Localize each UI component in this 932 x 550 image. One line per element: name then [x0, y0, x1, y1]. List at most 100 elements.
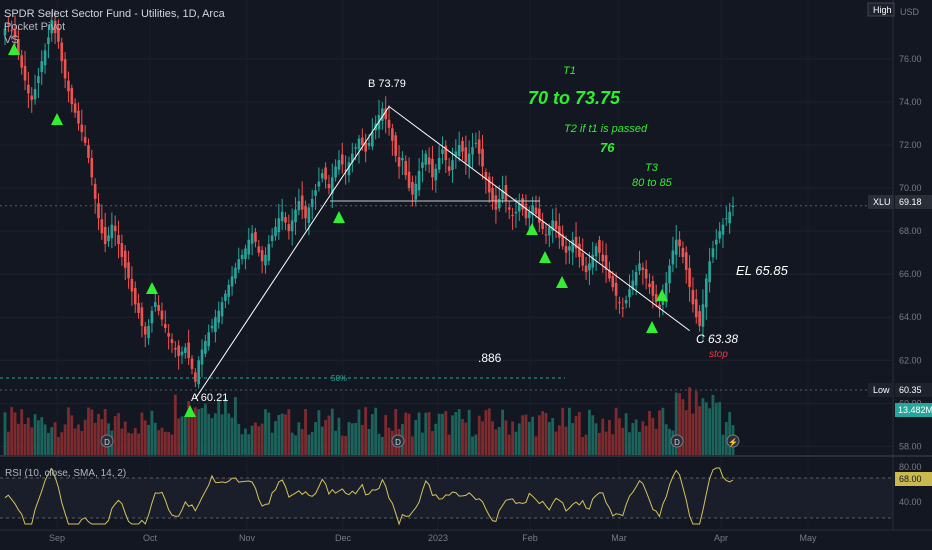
candle-body	[117, 235, 120, 245]
candle-body	[27, 84, 30, 94]
candle-body	[67, 80, 70, 92]
volume-bar	[447, 434, 451, 455]
candle-body	[548, 226, 551, 236]
rsi-band	[0, 478, 893, 518]
candle-body	[681, 247, 685, 257]
candle-body	[40, 61, 44, 73]
candle-body	[704, 278, 708, 308]
volume-bar	[631, 422, 635, 455]
candle-body	[648, 283, 651, 288]
time-axis[interactable]: Sep Oct Nov Dec 2023 Feb Mar Apr May	[49, 533, 817, 543]
volume-bar	[324, 419, 327, 455]
volume-bar	[304, 409, 307, 455]
volume-bar	[517, 423, 521, 455]
candle-body	[371, 132, 374, 147]
volume-bar	[227, 413, 231, 455]
candle-body	[598, 240, 601, 253]
volume-bar	[457, 409, 461, 455]
volume-bar	[641, 421, 645, 455]
candle-body	[514, 211, 518, 214]
volume-bar	[584, 434, 588, 455]
pocket-pivot-markers: D D D ⚡	[8, 43, 740, 448]
symbol-title[interactable]: SPDR Select Sector Fund - Utilities, 1D,…	[4, 8, 225, 20]
candle-body	[628, 289, 631, 298]
candle-body	[17, 39, 20, 55]
candle-body	[23, 65, 27, 81]
volume-bar	[691, 413, 695, 455]
volume-bar	[10, 407, 14, 455]
candle-body	[394, 135, 398, 156]
volume-bar	[357, 409, 361, 455]
volume-bar	[567, 407, 571, 455]
candle-body	[304, 205, 307, 219]
pocket-pivot-marker	[184, 405, 196, 417]
volume-bar	[287, 409, 291, 455]
pocket-pivot-marker	[8, 43, 20, 55]
volume-bar	[477, 415, 481, 455]
volume-bar	[173, 394, 177, 455]
label-b: B 73.79	[368, 78, 406, 90]
volume-bar	[57, 436, 60, 455]
candle-body	[474, 142, 478, 144]
indicator-vs[interactable]: VS	[4, 34, 19, 46]
candle-body	[421, 162, 424, 168]
candle-body	[544, 234, 548, 236]
volume-bar	[270, 432, 274, 455]
time-tick-label: 2023	[428, 533, 448, 543]
volume-bar	[444, 411, 448, 455]
candle-body	[527, 211, 531, 218]
volume-bar	[514, 431, 518, 455]
volume-bar	[180, 416, 184, 455]
candle-body	[70, 87, 74, 105]
volume-bar	[511, 421, 514, 455]
candle-body	[7, 23, 10, 25]
volume-bar	[310, 432, 314, 455]
candle-body	[277, 218, 281, 233]
volume-bar	[434, 423, 438, 455]
volume-bar	[611, 434, 615, 455]
volume-bar	[297, 422, 301, 455]
time-tick-label: May	[799, 533, 817, 543]
volume-bar	[350, 423, 354, 455]
volume-bar	[147, 424, 150, 455]
label-t3-range: 80 to 85	[632, 177, 673, 189]
volume-bar	[537, 415, 541, 455]
candle-body	[170, 339, 174, 344]
volume-bar	[521, 415, 525, 455]
candle-body	[123, 250, 127, 268]
candle-body	[133, 287, 137, 305]
volume-bar	[564, 426, 568, 455]
candle-body	[574, 236, 578, 249]
label-c: C 63.38	[696, 332, 738, 346]
volume-bar	[254, 422, 257, 455]
candle-body	[270, 235, 274, 242]
volume-bar	[481, 421, 484, 455]
volume-bar	[70, 415, 74, 455]
volume-bar	[133, 427, 137, 455]
candle-body	[264, 254, 267, 266]
price-tick-label: 76.00	[899, 54, 922, 64]
volume-bar	[507, 434, 511, 455]
volume-bar	[437, 413, 441, 455]
candle-body	[424, 153, 428, 165]
volume-bar	[250, 425, 254, 455]
label-fib-50: 50%	[331, 374, 347, 383]
volume-bar	[704, 402, 708, 455]
dividend-marker-letter: D	[674, 438, 680, 447]
volume-bar	[474, 434, 478, 455]
volume-bar	[461, 418, 464, 455]
volume-bar	[494, 429, 498, 455]
volume-bar	[484, 410, 488, 455]
volume-bar	[471, 436, 474, 455]
label-stop: stop	[709, 349, 728, 360]
indicator-pocket-pivot[interactable]: Pocket Pivot	[4, 21, 66, 33]
candle-body	[33, 89, 37, 100]
candle-body	[90, 158, 94, 178]
price-axis[interactable]: 58.0060.0062.0064.0066.0068.0070.0072.00…	[0, 0, 932, 531]
volume-bar	[648, 410, 651, 455]
candle-body	[361, 137, 364, 146]
volume-bar	[237, 424, 241, 455]
volume-bar	[424, 412, 428, 455]
volume-bar	[93, 422, 97, 455]
